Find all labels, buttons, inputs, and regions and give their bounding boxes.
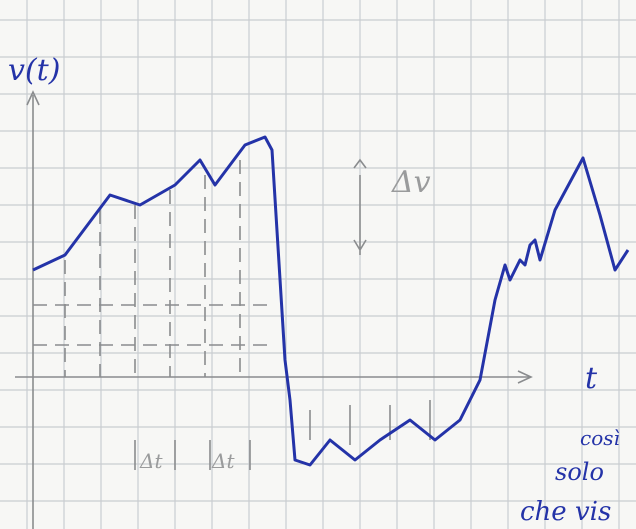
note-line: solo [555, 458, 604, 486]
delta-v-label: Δv [391, 165, 431, 200]
note-line: così [580, 426, 620, 450]
graph-paper [0, 0, 636, 529]
delta-t-label: Δt [211, 449, 235, 473]
sketch: v(t) t Δv Δt Δt così solo che vis [0, 0, 636, 529]
delta-t-label: Δt [139, 449, 163, 473]
y-axis-label: v(t) [8, 53, 60, 88]
signal-curve [33, 137, 628, 465]
x-axis-label: t [585, 361, 598, 396]
note-line: che vis [520, 497, 611, 527]
